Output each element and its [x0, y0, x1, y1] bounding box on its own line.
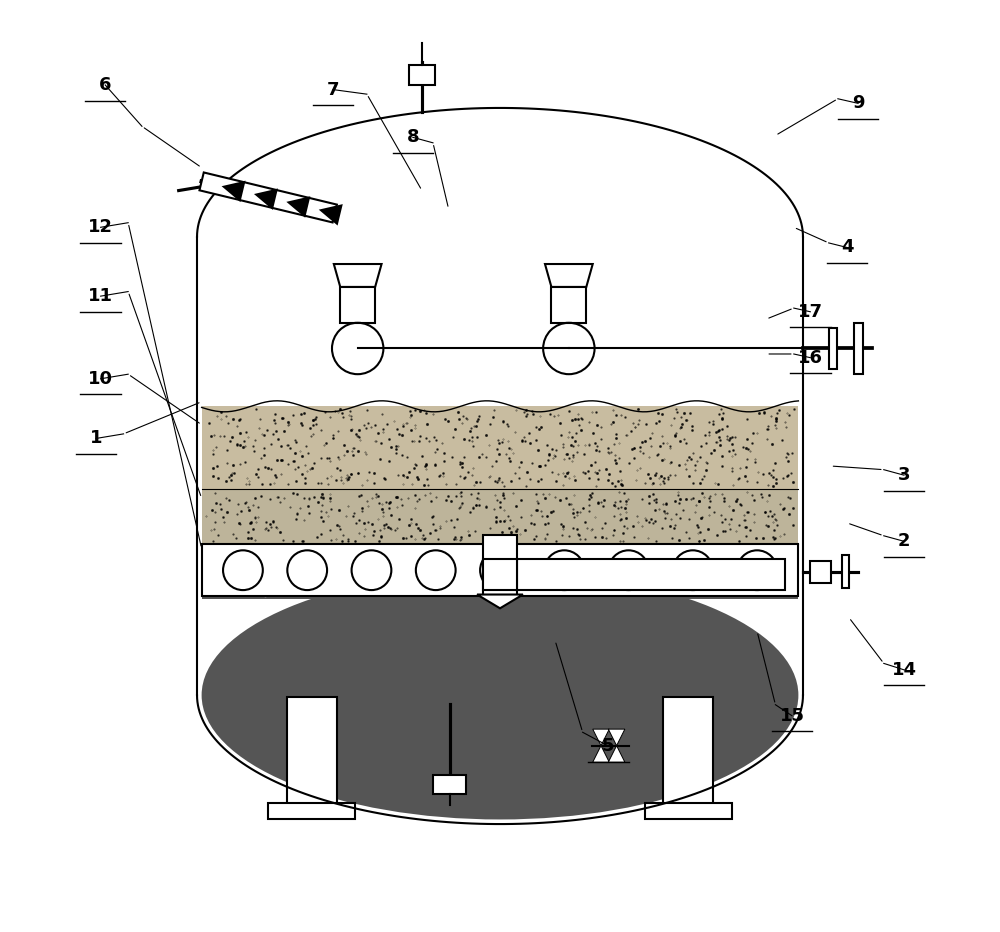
Polygon shape — [477, 595, 523, 609]
Polygon shape — [608, 746, 625, 762]
Polygon shape — [334, 264, 382, 287]
Polygon shape — [319, 204, 343, 226]
Text: 6: 6 — [99, 76, 111, 94]
Text: 4: 4 — [841, 239, 853, 256]
Text: 1: 1 — [90, 430, 102, 447]
Polygon shape — [593, 746, 609, 762]
Bar — [202, 544, 798, 599]
Text: 12: 12 — [88, 218, 113, 237]
Ellipse shape — [197, 108, 803, 365]
Bar — [842, 555, 849, 588]
Text: 14: 14 — [891, 661, 916, 678]
Bar — [551, 287, 586, 322]
Text: 2: 2 — [898, 532, 910, 550]
Bar — [287, 697, 337, 805]
Text: 3: 3 — [898, 466, 910, 485]
Bar — [829, 328, 837, 369]
Text: 9: 9 — [852, 94, 864, 113]
Text: 8: 8 — [406, 129, 419, 146]
Text: 7: 7 — [327, 80, 339, 99]
Polygon shape — [593, 729, 609, 746]
Bar — [433, 775, 466, 794]
Bar — [810, 560, 831, 582]
Bar — [202, 489, 798, 544]
Bar — [197, 237, 803, 695]
Polygon shape — [608, 729, 625, 746]
Text: 16: 16 — [798, 349, 823, 366]
Bar — [517, 558, 785, 590]
Bar — [409, 64, 435, 85]
Ellipse shape — [197, 567, 803, 824]
Text: 10: 10 — [88, 370, 113, 388]
Bar — [483, 558, 517, 590]
Polygon shape — [286, 197, 310, 218]
Bar — [645, 803, 732, 819]
Text: 17: 17 — [798, 303, 823, 321]
Text: 5: 5 — [602, 737, 615, 755]
Polygon shape — [254, 188, 278, 210]
Bar — [268, 803, 355, 819]
Bar — [340, 287, 375, 322]
Ellipse shape — [202, 570, 798, 819]
Text: 11: 11 — [88, 287, 113, 305]
Bar — [854, 322, 863, 374]
Polygon shape — [222, 181, 246, 202]
Bar — [663, 697, 713, 805]
Bar — [202, 406, 798, 489]
Bar — [483, 535, 517, 595]
Bar — [202, 544, 798, 596]
Polygon shape — [545, 264, 593, 287]
Polygon shape — [199, 172, 337, 223]
Text: 15: 15 — [779, 706, 804, 725]
